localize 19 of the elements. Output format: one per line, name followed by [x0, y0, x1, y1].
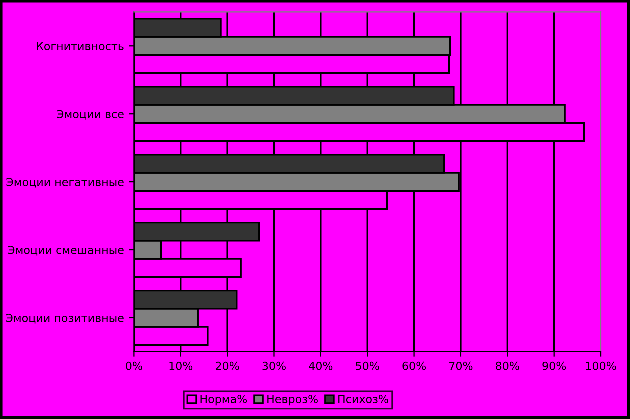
x-tick-label: 100% — [586, 362, 616, 370]
legend-label: Норма% — [200, 395, 248, 406]
x-tick-label: 70% — [450, 362, 473, 370]
y-tick-label: Эмоции все — [57, 110, 124, 120]
x-tick-label: 50% — [356, 362, 380, 370]
y-tick-label: Эмоции позитивные — [6, 314, 124, 324]
x-tick-label: 30% — [262, 362, 286, 370]
x-tick-label: 10% — [170, 362, 193, 370]
legend-label: Психоз% — [338, 395, 388, 404]
x-tick-label: 0% — [126, 362, 142, 370]
legend-label: Невроз% — [268, 395, 318, 406]
x-tick-label: 90% — [542, 362, 566, 370]
x-tick-label: 80% — [496, 362, 520, 370]
x-tick-label: 20% — [216, 362, 240, 370]
x-tick-label: 60% — [402, 362, 426, 370]
x-tick-label: 40% — [309, 362, 333, 370]
y-tick-label: Эмоции негативные — [6, 178, 124, 188]
y-tick-label: Когнитивность — [37, 42, 124, 51]
y-tick-label: Эмоции смешанные — [8, 246, 124, 256]
